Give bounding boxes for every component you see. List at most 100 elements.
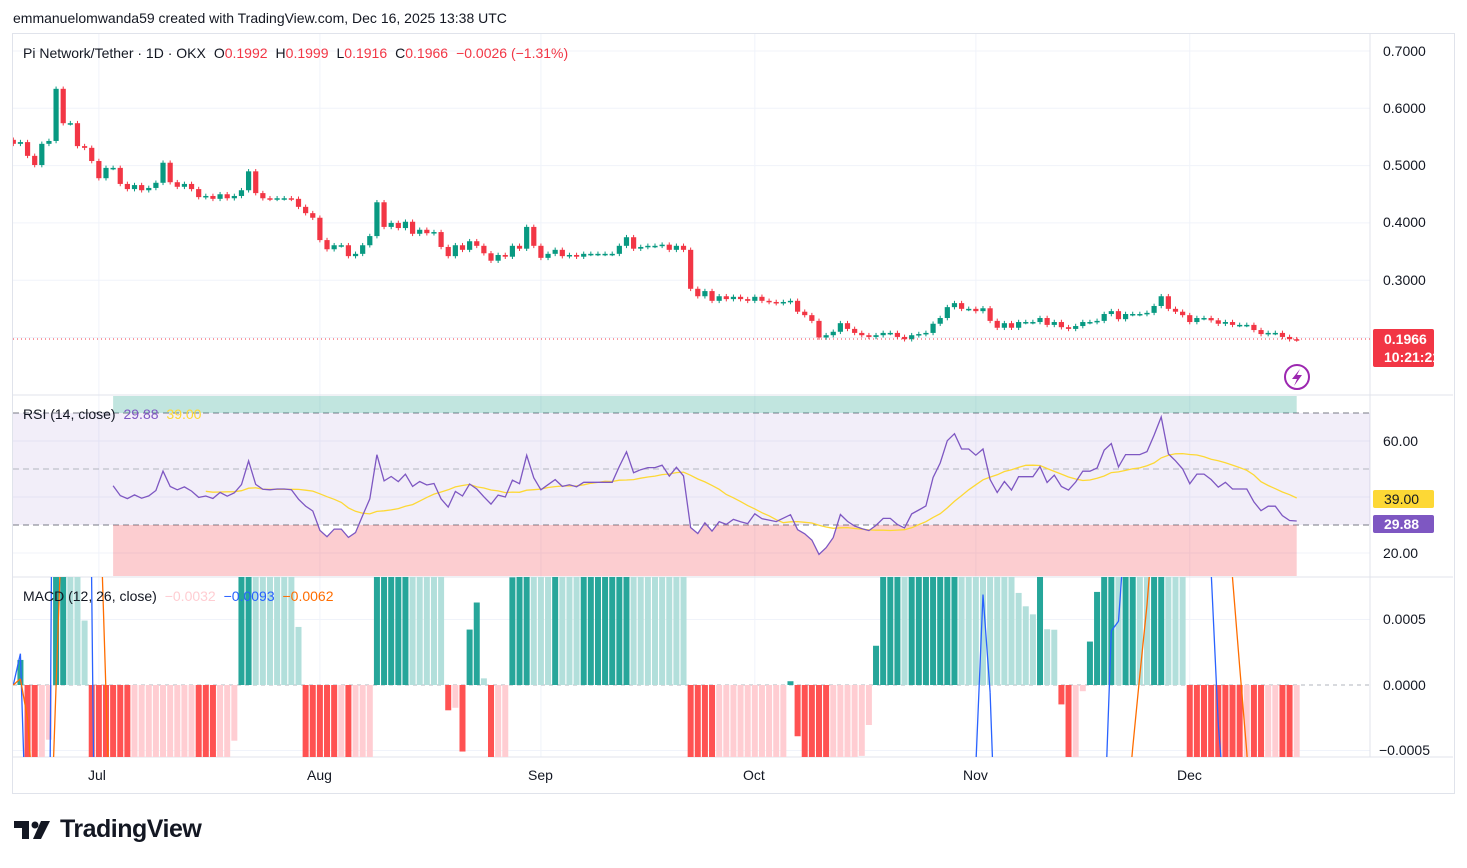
candle-body bbox=[616, 245, 622, 254]
macd-legend[interactable]: MACD (12, 26, close) −0.0032 −0.0093 −0.… bbox=[23, 588, 338, 604]
candle-body bbox=[652, 245, 658, 248]
candle-body bbox=[267, 198, 273, 200]
candle-body bbox=[844, 323, 851, 329]
macd-histogram-bar bbox=[730, 685, 737, 757]
candle bbox=[431, 229, 437, 236]
macd-histogram-bar bbox=[994, 577, 1001, 685]
candle bbox=[295, 196, 302, 210]
candle-body bbox=[1001, 323, 1007, 328]
candle bbox=[1087, 319, 1093, 325]
macd-histogram-bar bbox=[1193, 685, 1200, 757]
candle-body bbox=[1065, 327, 1072, 329]
candle bbox=[459, 242, 466, 253]
candle bbox=[1272, 330, 1278, 336]
macd-histogram-bar bbox=[972, 577, 979, 685]
rsi-legend[interactable]: RSI (14, close) 29.88 39.00 bbox=[23, 406, 205, 422]
candle-body bbox=[360, 245, 366, 254]
macd-histogram-bar bbox=[74, 577, 81, 685]
candle-body bbox=[944, 307, 950, 319]
rsi-oversold-fill bbox=[113, 525, 1297, 576]
candle bbox=[438, 229, 444, 250]
candle-body bbox=[374, 202, 380, 237]
candle bbox=[609, 251, 615, 257]
candle-body bbox=[1008, 323, 1015, 328]
candle bbox=[495, 252, 501, 264]
macd-histogram-bar bbox=[1022, 606, 1029, 685]
macd-histogram-bar bbox=[1179, 577, 1186, 685]
macd-histogram-bar bbox=[202, 685, 209, 757]
macd-histogram-bar bbox=[1158, 577, 1165, 685]
candle bbox=[916, 331, 922, 338]
candle bbox=[695, 286, 701, 299]
macd-histogram-bar bbox=[637, 577, 644, 685]
candle-body bbox=[1172, 308, 1179, 312]
macd-histogram-bar bbox=[602, 577, 609, 685]
macd-histogram-bar bbox=[908, 577, 915, 685]
candle-body bbox=[1229, 322, 1236, 325]
candle bbox=[110, 165, 116, 171]
rsi-title: RSI (14, close) bbox=[23, 406, 116, 422]
candle-body bbox=[431, 232, 437, 234]
symbol-legend[interactable]: Pi Network/Tether · 1D · OKX O0.1992 H0.19… bbox=[23, 45, 572, 61]
macd-histogram-bar bbox=[851, 685, 858, 757]
candle-body bbox=[253, 171, 259, 194]
candle-body bbox=[46, 140, 52, 144]
candle bbox=[709, 288, 715, 304]
macd-histogram-bar bbox=[865, 685, 872, 726]
macd-histogram-bar bbox=[295, 626, 302, 685]
candle-body bbox=[1187, 315, 1193, 323]
candle bbox=[1165, 293, 1171, 312]
candle-body bbox=[559, 249, 565, 257]
macd-histogram-bar bbox=[701, 685, 708, 757]
candle-body bbox=[1122, 314, 1129, 320]
candle bbox=[445, 244, 451, 259]
macd-histogram-bar bbox=[1086, 641, 1093, 685]
macd-histogram-bar bbox=[951, 577, 958, 685]
macd-histogram-bar bbox=[1208, 685, 1215, 757]
candle bbox=[1080, 319, 1086, 329]
candle-body bbox=[352, 253, 359, 257]
tradingview-logo-icon bbox=[14, 820, 50, 839]
lightning-icon[interactable] bbox=[1284, 364, 1310, 390]
candle bbox=[1023, 319, 1029, 325]
candle-body bbox=[117, 167, 123, 184]
close-value: 0.1966 bbox=[405, 45, 449, 61]
macd-histogram-bar bbox=[1265, 685, 1272, 757]
candle bbox=[759, 294, 765, 304]
candle-body bbox=[388, 222, 394, 227]
rsi-ma-line bbox=[205, 452, 1297, 532]
macd-histogram-bar bbox=[616, 577, 623, 685]
tradingview-logo[interactable]: TradingView bbox=[14, 815, 202, 844]
macd-histogram-bar bbox=[965, 577, 972, 685]
high-label: H bbox=[275, 45, 286, 61]
macd-histogram-bar bbox=[45, 685, 52, 740]
candle bbox=[1101, 311, 1107, 324]
candle-body bbox=[1137, 314, 1143, 316]
candle-body bbox=[409, 221, 416, 234]
macd-histogram-bar bbox=[780, 685, 787, 757]
macd-histogram-bar bbox=[302, 685, 309, 757]
macd-histogram-bar bbox=[488, 685, 495, 757]
macd-histogram-bar bbox=[1186, 685, 1193, 757]
candle-body bbox=[1279, 332, 1286, 337]
macd-signal-value: −0.0062 bbox=[282, 588, 334, 604]
candle bbox=[253, 169, 259, 196]
chart-credit: emmanuelomwanda59 created with TradingVi… bbox=[13, 10, 507, 26]
time-label: Dec bbox=[1177, 767, 1202, 783]
candle-body bbox=[13, 139, 16, 144]
change-value: −0.0026 (−1.31%) bbox=[456, 45, 569, 61]
candle bbox=[545, 251, 551, 261]
macd-histogram-bar bbox=[1172, 577, 1179, 685]
macd-histogram-bar bbox=[1222, 685, 1229, 757]
candle-body bbox=[673, 245, 679, 250]
candle-body bbox=[260, 193, 266, 199]
macd-histogram-bar bbox=[552, 577, 559, 685]
candle-body bbox=[1087, 322, 1093, 324]
macd-histogram-bar bbox=[102, 685, 109, 757]
candle bbox=[345, 242, 352, 259]
candle bbox=[117, 165, 123, 187]
macd-histogram-bar bbox=[67, 577, 74, 685]
candle-body bbox=[909, 335, 915, 340]
macd-histogram-bar bbox=[1101, 577, 1108, 685]
